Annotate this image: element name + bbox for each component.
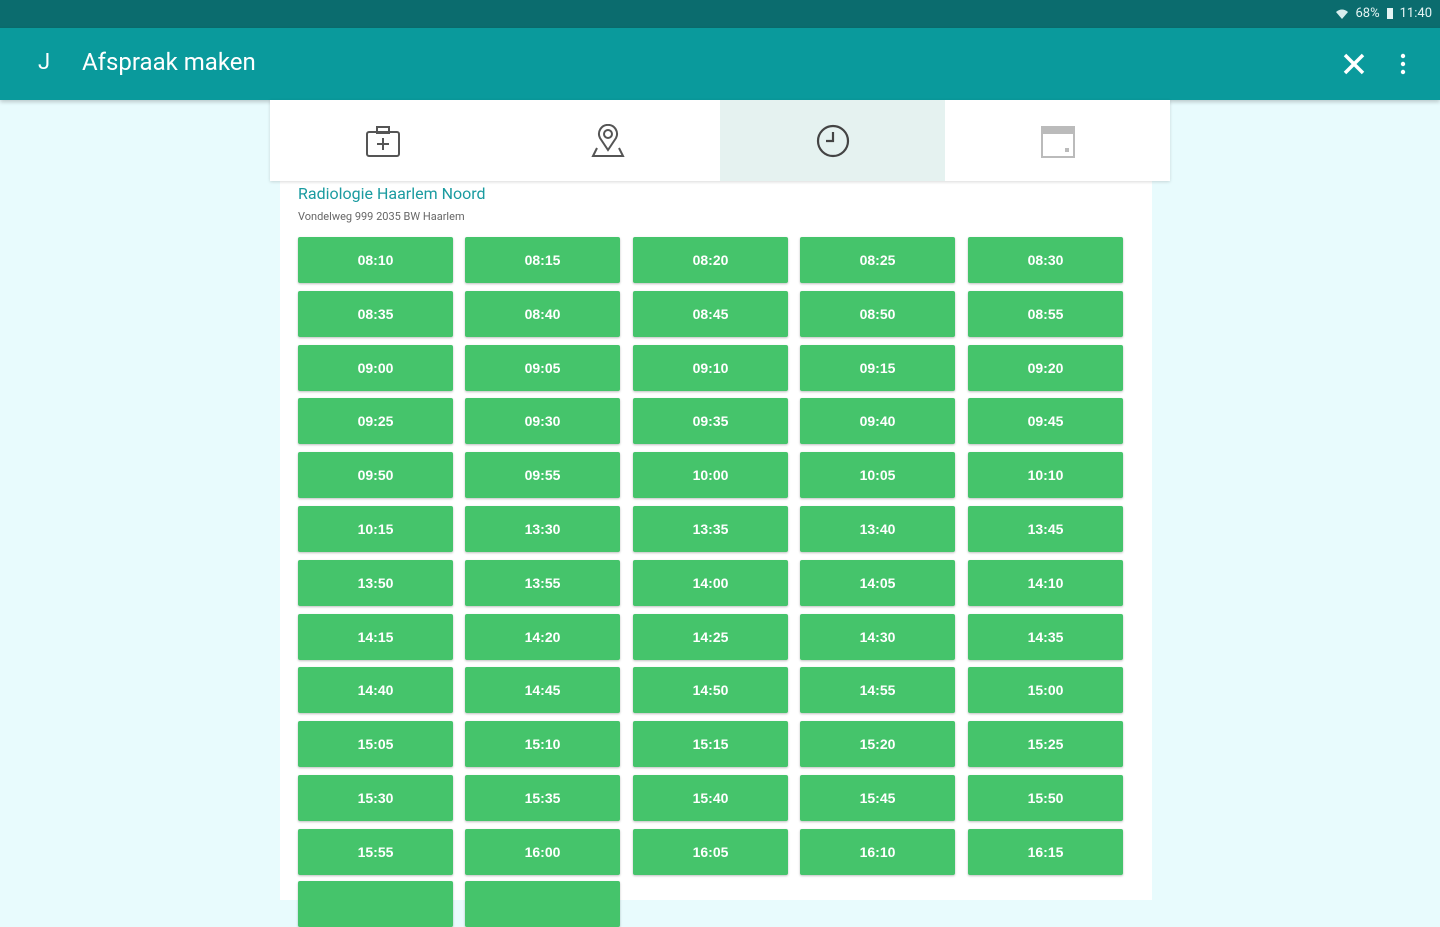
time-slot[interactable]: 09:40 <box>800 398 955 445</box>
time-slot[interactable]: 08:25 <box>800 237 955 283</box>
time-slot[interactable]: 13:30 <box>465 506 620 552</box>
avatar[interactable]: J <box>38 50 51 75</box>
time-slot[interactable]: 13:40 <box>800 506 955 552</box>
time-slot[interactable]: 09:50 <box>298 452 453 499</box>
calendar-icon <box>1040 125 1075 158</box>
time-slot[interactable]: 15:20 <box>800 721 955 768</box>
tab-confirm[interactable] <box>945 100 1170 181</box>
time-slot[interactable]: 15:35 <box>465 775 620 821</box>
step-tabs <box>270 100 1170 181</box>
tab-location[interactable] <box>495 100 720 181</box>
time-slot[interactable]: 08:50 <box>800 290 955 337</box>
time-slot[interactable]: 14:35 <box>968 613 1123 660</box>
time-slot[interactable]: 16:00 <box>465 828 620 875</box>
time-slot[interactable]: 13:50 <box>298 559 453 606</box>
time-slot[interactable]: 09:55 <box>465 452 620 499</box>
time-slot[interactable]: 16:10 <box>800 828 955 875</box>
slot-card: Radiologie Haarlem Noord Vondelweg 999 2… <box>280 181 1152 927</box>
clock-icon <box>816 124 849 157</box>
battery-icon <box>1386 8 1393 19</box>
time-slot[interactable]: 08:45 <box>633 290 788 337</box>
more-menu[interactable] <box>1398 52 1408 76</box>
time-slot[interactable]: 16:15 <box>968 828 1123 875</box>
time-slot[interactable]: 08:40 <box>465 290 620 337</box>
time-slot-partial[interactable] <box>465 881 620 927</box>
location-icon <box>590 123 625 157</box>
time-slot[interactable]: 10:10 <box>968 452 1123 499</box>
close-button[interactable] <box>1340 50 1368 78</box>
time-slot[interactable]: 15:55 <box>298 828 453 875</box>
time-slot[interactable]: 14:40 <box>298 667 453 714</box>
time-slot[interactable]: 08:30 <box>968 237 1123 283</box>
wifi-icon <box>1336 9 1349 19</box>
time-slot[interactable]: 08:15 <box>465 237 620 283</box>
time-slot[interactable]: 08:55 <box>968 290 1123 337</box>
time-slot[interactable]: 09:00 <box>298 344 453 391</box>
time-slot[interactable]: 14:20 <box>465 613 620 660</box>
time-slot[interactable]: 14:05 <box>800 559 955 606</box>
time-slot[interactable]: 14:10 <box>968 559 1123 606</box>
location-address: Vondelweg 999 2035 BW Haarlem <box>298 210 465 223</box>
time-slot[interactable]: 15:50 <box>968 775 1123 821</box>
time-slot[interactable]: 15:30 <box>298 775 453 821</box>
time-slot[interactable]: 14:50 <box>633 667 788 714</box>
time-slot[interactable]: 10:15 <box>298 506 453 552</box>
time-slot[interactable]: 09:10 <box>633 344 788 391</box>
time-slot[interactable]: 15:15 <box>633 721 788 768</box>
time-slot[interactable]: 09:35 <box>633 398 788 445</box>
time-slot[interactable]: 09:05 <box>465 344 620 391</box>
time-slot[interactable]: 14:30 <box>800 613 955 660</box>
time-slot[interactable]: 08:10 <box>298 237 453 283</box>
time-slot[interactable]: 15:25 <box>968 721 1123 768</box>
battery-level: 68% <box>1355 6 1380 21</box>
clock: 11:40 <box>1399 6 1432 21</box>
time-slot[interactable]: 15:05 <box>298 721 453 768</box>
time-slot[interactable]: 14:45 <box>465 667 620 714</box>
time-slot[interactable]: 08:35 <box>298 290 453 337</box>
time-slot[interactable]: 14:15 <box>298 613 453 660</box>
time-slot[interactable]: 15:40 <box>633 775 788 821</box>
time-slot[interactable]: 15:00 <box>968 667 1123 714</box>
time-slot[interactable]: 10:05 <box>800 452 955 499</box>
time-slot[interactable]: 09:30 <box>465 398 620 445</box>
time-slot-partial[interactable] <box>298 881 453 927</box>
tab-department[interactable] <box>270 100 495 181</box>
tab-time[interactable] <box>720 100 945 181</box>
time-slot[interactable]: 16:05 <box>633 828 788 875</box>
time-slot[interactable]: 13:35 <box>633 506 788 552</box>
medkit-icon <box>365 125 400 157</box>
time-slot[interactable]: 13:55 <box>465 559 620 606</box>
time-slot[interactable]: 14:25 <box>633 613 788 660</box>
status-icons: 68% 11:40 <box>1335 6 1432 21</box>
time-slot[interactable]: 09:20 <box>968 344 1123 391</box>
time-slot[interactable]: 15:10 <box>465 721 620 768</box>
time-slot[interactable]: 15:45 <box>800 775 955 821</box>
time-slot[interactable]: 09:25 <box>298 398 453 445</box>
time-slot[interactable]: 14:00 <box>633 559 788 606</box>
time-slot[interactable]: 09:15 <box>800 344 955 391</box>
app-title: Afspraak maken <box>82 48 256 76</box>
time-slot[interactable]: 13:45 <box>968 506 1123 552</box>
status-bar: 68% 11:40 <box>0 0 1440 28</box>
app-bar: J Afspraak maken <box>0 28 1440 100</box>
time-slot[interactable]: 14:55 <box>800 667 955 714</box>
time-slot[interactable]: 09:45 <box>968 398 1123 445</box>
time-slot[interactable]: 08:20 <box>633 237 788 283</box>
location-name: Radiologie Haarlem Noord <box>298 184 486 203</box>
time-slot[interactable]: 10:00 <box>633 452 788 499</box>
